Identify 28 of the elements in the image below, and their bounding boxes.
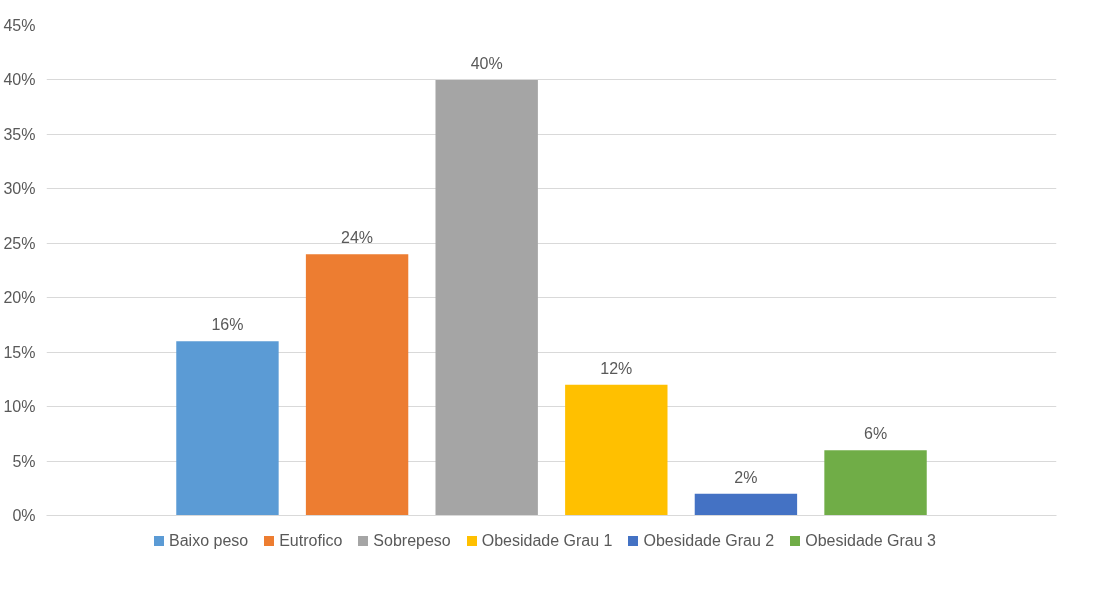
bar	[565, 384, 668, 516]
legend-item: Obesidade Grau 2	[628, 532, 775, 549]
y-tick-label: 15%	[3, 343, 36, 361]
y-tick-label: 35%	[3, 125, 36, 143]
y-tick-label: 40%	[3, 71, 36, 89]
data-label: 6%	[863, 425, 888, 443]
data-label: 24%	[341, 229, 374, 247]
y-tick-label: 25%	[3, 234, 36, 252]
legend-item: Baixo peso	[154, 532, 249, 549]
y-tick-label: 0%	[12, 507, 36, 524]
bar	[305, 254, 409, 516]
y-tick-label: 20%	[3, 289, 36, 307]
legend-item: Sobrepeso	[358, 532, 451, 549]
bar	[694, 493, 798, 516]
legend-item: Obesidade Grau 3	[790, 532, 936, 549]
bar	[176, 341, 279, 516]
legend-item: Eutrofico	[264, 532, 343, 549]
y-tick-label: 5%	[12, 452, 36, 470]
data-label: 12%	[600, 359, 633, 377]
y-tick-label: 30%	[3, 180, 36, 198]
bar	[435, 79, 538, 516]
bar	[824, 450, 927, 516]
y-tick-label: 10%	[3, 398, 36, 416]
data-label: 40%	[470, 54, 503, 72]
data-label: 16%	[211, 316, 244, 334]
data-label: 2%	[734, 468, 758, 486]
y-tick-label: 45%	[3, 17, 36, 34]
legend-item: Obesidade Grau 1	[466, 532, 613, 549]
